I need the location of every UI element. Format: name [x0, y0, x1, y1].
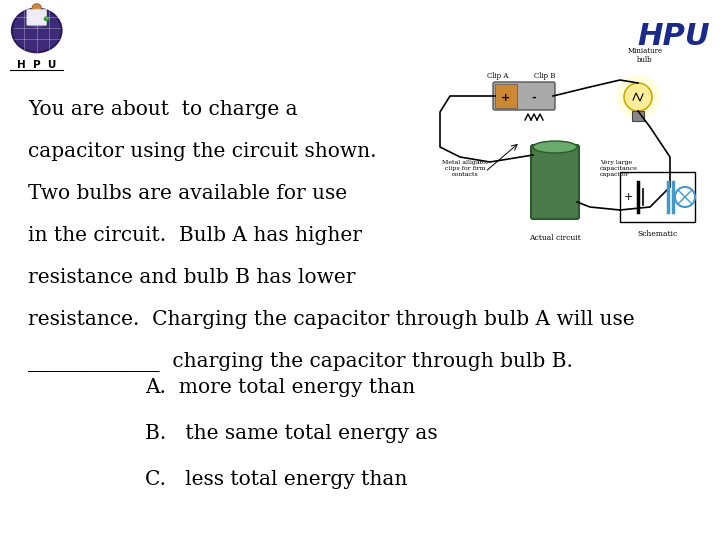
Ellipse shape	[533, 141, 577, 153]
Bar	[495, 84, 517, 108]
Circle shape	[12, 9, 62, 52]
Bar	[632, 111, 644, 121]
Text: Miniature
bulb: Miniature bulb	[627, 47, 662, 64]
Ellipse shape	[44, 17, 49, 21]
FancyBboxPatch shape	[27, 9, 47, 25]
Text: You are about  to charge a: You are about to charge a	[28, 100, 297, 119]
FancyBboxPatch shape	[531, 145, 579, 219]
Text: +: +	[624, 192, 633, 202]
Text: in the circuit.  Bulb A has higher: in the circuit. Bulb A has higher	[28, 226, 362, 245]
Circle shape	[616, 75, 660, 119]
Text: _____________  charging the capacitor through bulb B.: _____________ charging the capacitor thr…	[28, 352, 573, 372]
Text: Clip B: Clip B	[534, 72, 556, 80]
Text: B.   the same total energy as: B. the same total energy as	[145, 424, 438, 443]
Text: Schematic: Schematic	[637, 230, 678, 238]
Text: resistance.  Charging the capacitor through bulb A will use: resistance. Charging the capacitor throu…	[28, 310, 634, 329]
Text: Actual circuit: Actual circuit	[529, 234, 581, 242]
Circle shape	[624, 83, 652, 111]
Text: HPU: HPU	[637, 22, 709, 51]
Text: Very large
capacitance
capacitor: Very large capacitance capacitor	[600, 160, 638, 177]
Text: Metal alligator
clips for firm
contacts: Metal alligator clips for firm contacts	[441, 160, 488, 177]
Text: capacitor using the circuit shown.: capacitor using the circuit shown.	[28, 142, 377, 161]
Circle shape	[32, 4, 41, 12]
Text: H  P  U: H P U	[17, 59, 56, 70]
Text: A.  more total energy than: A. more total energy than	[145, 378, 415, 397]
FancyBboxPatch shape	[493, 82, 555, 110]
Ellipse shape	[27, 15, 47, 28]
Text: C.   less total energy than: C. less total energy than	[145, 470, 408, 489]
Text: -: -	[531, 93, 536, 103]
Text: resistance and bulb B has lower: resistance and bulb B has lower	[28, 268, 356, 287]
Bar	[620, 172, 695, 222]
Text: +: +	[501, 93, 510, 103]
Text: Two bulbs are available for use: Two bulbs are available for use	[28, 184, 347, 203]
Text: Clip A: Clip A	[487, 72, 509, 80]
